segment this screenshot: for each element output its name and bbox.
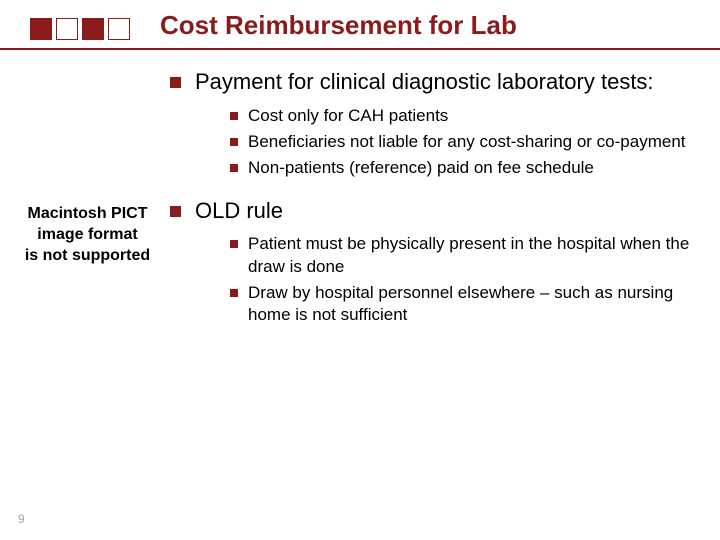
square-icon [30,18,52,40]
bullet-text: Non-patients (reference) paid on fee sch… [248,157,690,179]
title-decoration-squares [30,18,130,40]
title-underline [0,48,720,50]
slide-body: Payment for clinical diagnostic laborato… [0,68,720,330]
bullet-level2: Non-patients (reference) paid on fee sch… [230,157,690,179]
bullet-icon [170,206,181,217]
bullet-level2: Beneficiaries not liable for any cost-sh… [230,131,690,153]
bullet-icon [230,138,238,146]
bullet-icon [230,289,238,297]
bullet-level1: Payment for clinical diagnostic laborato… [170,68,690,97]
bullet-icon [230,240,238,248]
slide-title: Cost Reimbursement for Lab [160,10,517,41]
square-icon [82,18,104,40]
title-bar: Cost Reimbursement for Lab [0,10,720,60]
bullet-icon [170,77,181,88]
bullet-text: Patient must be physically present in th… [248,233,690,277]
square-icon [56,18,78,40]
bullet-level2: Patient must be physically present in th… [230,233,690,277]
bullet-text: Payment for clinical diagnostic laborato… [195,68,690,97]
bullet-text: Draw by hospital personnel elsewhere – s… [248,282,690,326]
bullet-level2: Draw by hospital personnel elsewhere – s… [230,282,690,326]
bullet-icon [230,164,238,172]
bullet-level1: OLD rule [170,197,690,226]
bullet-text: Beneficiaries not liable for any cost-sh… [248,131,690,153]
square-icon [108,18,130,40]
bullet-text: Cost only for CAH patients [248,105,690,127]
bullet-text: OLD rule [195,197,690,226]
bullet-icon [230,112,238,120]
page-number: 9 [18,512,25,526]
bullet-level2: Cost only for CAH patients [230,105,690,127]
